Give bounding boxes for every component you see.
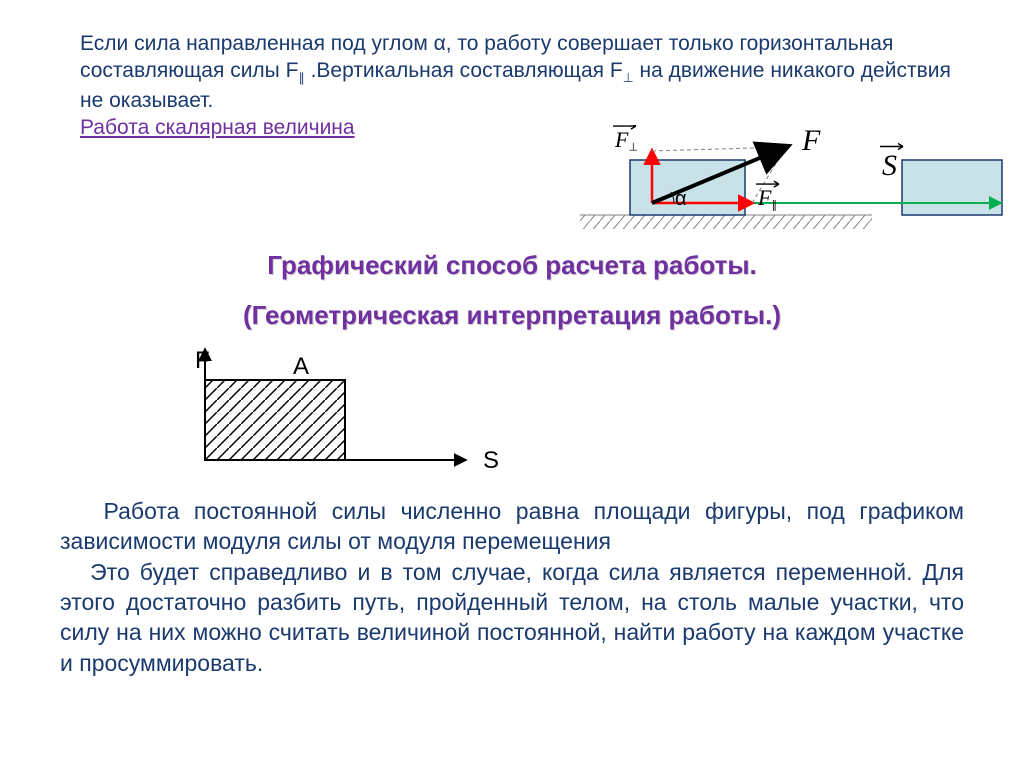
- body-text: Работа постоянной силы численно равна пл…: [60, 496, 964, 678]
- svg-text:F∥: F∥: [757, 185, 777, 211]
- svg-text:F⊥: F⊥: [614, 127, 638, 153]
- svg-text:F: F: [801, 125, 821, 157]
- intro-underlined: Работа скалярная величина: [80, 116, 355, 139]
- heading-geometric-interpretation: (Геометрическая интерпретация работы.): [0, 300, 1024, 331]
- paragraph-variable-force: Это будет справедливо и в том случае, ко…: [60, 557, 964, 678]
- svg-text:A: A: [293, 353, 309, 380]
- svg-text:α: α: [675, 188, 687, 210]
- svg-text:S: S: [483, 447, 499, 474]
- force-diagram: F⊥ F S F∥ α: [570, 125, 1010, 245]
- svg-text:S: S: [882, 149, 897, 182]
- heading-graphical-method: Графический способ расчета работы.: [0, 250, 1024, 281]
- paragraph-constant-force: Работа постоянной силы численно равна пл…: [60, 496, 964, 557]
- svg-text:F: F: [195, 347, 210, 374]
- fs-graph: F A S: [145, 340, 545, 490]
- intro-statement: Если сила направленная под углом α, то р…: [80, 32, 951, 112]
